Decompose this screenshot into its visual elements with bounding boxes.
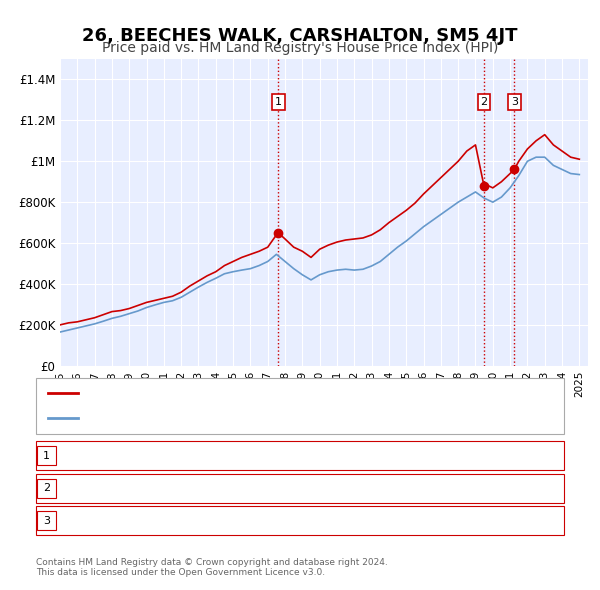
Text: £650,000: £650,000 xyxy=(242,449,298,463)
Text: 10-AUG-2007: 10-AUG-2007 xyxy=(62,449,142,463)
Text: 26, BEECHES WALK, CARSHALTON, SM5 4JT (detached house): 26, BEECHES WALK, CARSHALTON, SM5 4JT (d… xyxy=(87,388,407,398)
Text: 30-MAR-2021: 30-MAR-2021 xyxy=(62,514,142,527)
Text: £960,000: £960,000 xyxy=(242,514,298,527)
Text: 2: 2 xyxy=(481,97,488,107)
Text: 5% ↑ HPI: 5% ↑ HPI xyxy=(404,481,460,495)
Text: 7% ↑ HPI: 7% ↑ HPI xyxy=(404,514,460,527)
Text: 2: 2 xyxy=(43,483,50,493)
Text: 26, BEECHES WALK, CARSHALTON, SM5 4JT: 26, BEECHES WALK, CARSHALTON, SM5 4JT xyxy=(82,27,518,45)
Text: £880,000: £880,000 xyxy=(242,481,298,495)
Text: 1: 1 xyxy=(43,451,50,461)
Text: 3: 3 xyxy=(511,97,518,107)
Text: Contains HM Land Registry data © Crown copyright and database right 2024.
This d: Contains HM Land Registry data © Crown c… xyxy=(36,558,388,577)
Text: 24% ↑ HPI: 24% ↑ HPI xyxy=(401,449,463,463)
Text: 1: 1 xyxy=(275,97,282,107)
Text: Price paid vs. HM Land Registry's House Price Index (HPI): Price paid vs. HM Land Registry's House … xyxy=(102,41,498,55)
Text: 28-JUN-2019: 28-JUN-2019 xyxy=(65,481,139,495)
Text: 3: 3 xyxy=(43,516,50,526)
Text: HPI: Average price, detached house, Sutton: HPI: Average price, detached house, Sutt… xyxy=(87,413,314,423)
